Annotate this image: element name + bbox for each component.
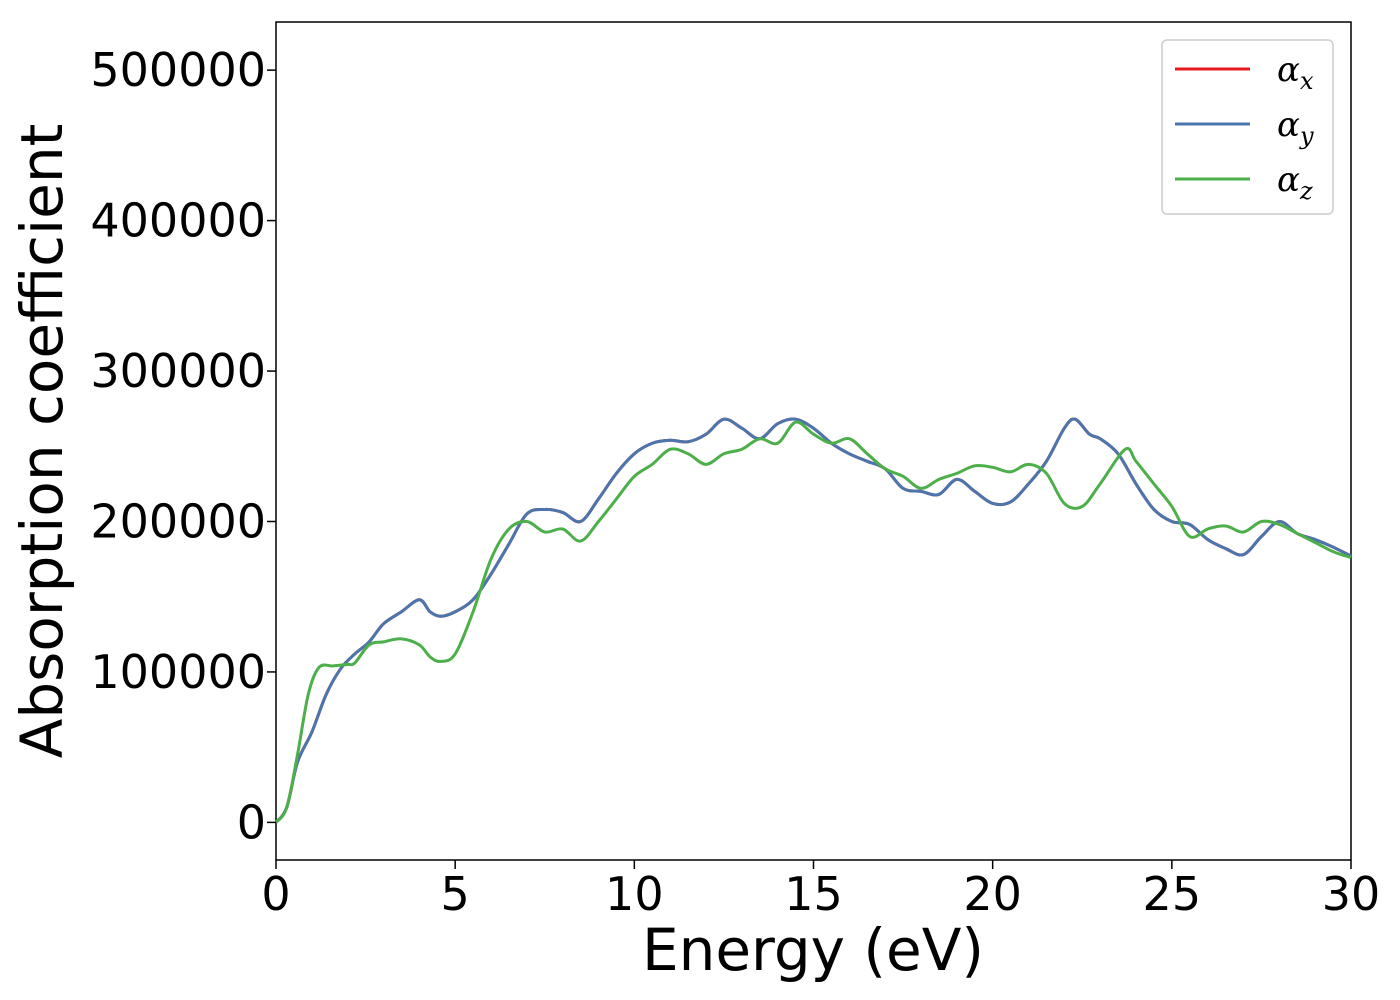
y-tick-label: 300000 — [90, 344, 266, 398]
x-tick-label: 5 — [441, 867, 470, 921]
y-tick-label: 0 — [237, 795, 266, 849]
x-axis-label: Energy (eV) — [642, 916, 984, 984]
x-tick-label: 25 — [1143, 867, 1202, 921]
x-tick-label: 15 — [784, 867, 843, 921]
legend-label-x: αx — [1277, 50, 1314, 95]
y-tick-label: 500000 — [90, 43, 266, 97]
x-tick-label: 20 — [963, 867, 1022, 921]
legend: αx αy αz — [1161, 39, 1334, 215]
y-axis-ticks: 0 100000 200000 300000 400000 500000 — [90, 43, 276, 849]
series-line-y — [274, 417, 1352, 824]
legend-box — [1161, 39, 1334, 215]
x-tick-label: 10 — [605, 867, 664, 921]
y-tick-label: 200000 — [90, 494, 266, 548]
x-axis-ticks: 0 5 10 15 20 25 30 — [261, 860, 1380, 921]
series-line-z — [274, 420, 1352, 824]
y-tick-label: 400000 — [90, 194, 266, 248]
series-layer — [274, 417, 1352, 824]
x-tick-label: 0 — [261, 867, 290, 921]
y-axis-label: Absorption coefficient — [8, 124, 76, 759]
legend-label-y: αy — [1277, 105, 1314, 150]
x-tick-label: 30 — [1322, 867, 1381, 921]
y-tick-label: 100000 — [90, 645, 266, 699]
legend-label-z: αz — [1277, 160, 1313, 205]
